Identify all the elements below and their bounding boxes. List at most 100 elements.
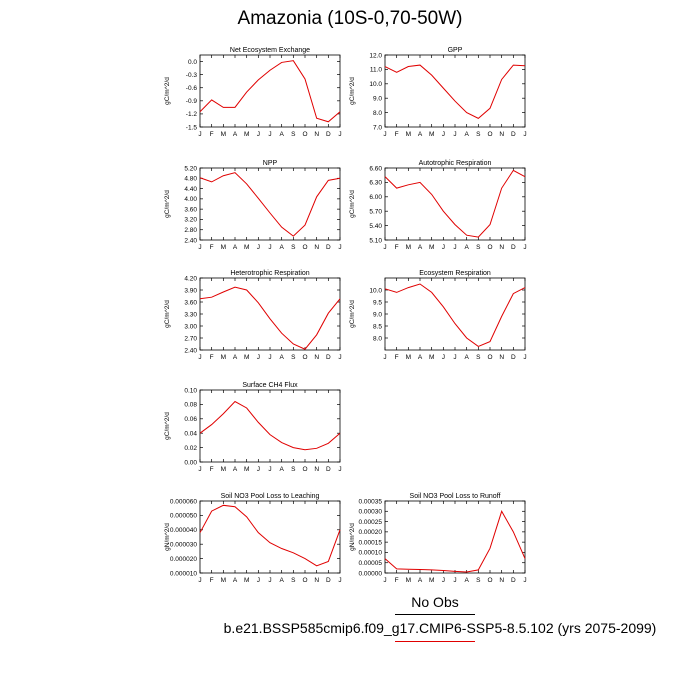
y-tick-label: 0.08: [184, 402, 197, 409]
x-tick-label: O: [302, 244, 307, 251]
x-tick-label: F: [210, 466, 214, 473]
y-tick-label: 6.30: [369, 180, 382, 187]
x-tick-label: A: [464, 577, 469, 584]
y-tick-label: 9.5: [373, 299, 382, 306]
y-tick-label: 7.0: [373, 124, 382, 131]
x-tick-label: J: [442, 131, 445, 138]
plot-frame: [384, 54, 526, 128]
x-tick-label: J: [338, 244, 341, 251]
plot-frame: [199, 389, 341, 463]
x-tick-label: A: [233, 354, 238, 361]
y-tick-label: 0.000010: [170, 570, 197, 577]
x-tick-label: A: [418, 244, 423, 251]
y-tick-label: 10.0: [369, 287, 382, 294]
x-tick-label: J: [442, 577, 445, 584]
x-tick-label: O: [487, 354, 492, 361]
y-tick-label: 9.0: [373, 311, 382, 318]
y-tick-label: 0.00: [184, 459, 197, 466]
x-tick-label: N: [499, 577, 504, 584]
x-tick-label: O: [302, 131, 307, 138]
y-tick-label: 3.90: [184, 287, 197, 294]
chart-svg: Ecosystem Respiration gC/m^2/d 10.0 9.5 9.0 8…: [349, 270, 527, 361]
x-tick-label: A: [418, 577, 423, 584]
y-tick-label: 4.20: [184, 275, 197, 282]
plot-frame: [199, 54, 341, 128]
x-tick-label: M: [244, 577, 249, 584]
chart-title: Ecosystem Respiration: [419, 270, 491, 277]
x-tick-label: M: [221, 466, 226, 473]
x-tick-label: J: [523, 244, 526, 251]
chart-svg: Soil NO3 Pool Loss to LeachinggN/m^2/d0.…: [164, 493, 342, 584]
panel-gpp: GPP gC/m^2/d 12.0 11.0 10.0 9.0 8.0 7.0 J F M A M J J A…: [340, 40, 530, 140]
x-tick-label: J: [257, 466, 260, 473]
panel-soil-no3-leaching: Soil NO3 Pool Loss to Leaching gN/m^2/d 0.…: [155, 486, 345, 586]
x-tick-label: S: [291, 354, 296, 361]
x-tick-label: O: [302, 466, 307, 473]
x-tick-label: N: [499, 131, 504, 138]
y-tick-label: 0.00005: [359, 560, 383, 567]
x-tick-label: M: [429, 354, 434, 361]
x-tick-label: J: [453, 244, 456, 251]
y-tick-label: 3.60: [184, 299, 197, 306]
panel-soil-no3-runoff: Soil NO3 Pool Loss to Runoff gN/m^2/d 0.00…: [340, 486, 530, 586]
chart-title: Soil NO3 Pool Loss to Runoff: [410, 493, 501, 500]
x-tick-label: J: [338, 131, 341, 138]
x-tick-label: A: [233, 244, 238, 251]
panel-npp: NPP gC/m^2/d 5.20 4.80 4.40 4.00 3.60 3.20 2.80 2…: [155, 153, 345, 253]
y-tick-label: 0.000060: [170, 498, 197, 505]
x-tick-label: D: [511, 577, 516, 584]
x-tick-label: J: [257, 577, 260, 584]
y-tick-label: -1.2: [186, 111, 198, 118]
y-tick-label: 2.70: [184, 335, 197, 342]
x-tick-label: A: [464, 354, 469, 361]
x-tick-label: A: [279, 354, 284, 361]
y-tick-label: 0.00020: [359, 529, 383, 536]
x-tick-label: N: [314, 466, 319, 473]
y-tick-label: -0.6: [186, 85, 198, 92]
x-tick-label: J: [523, 577, 526, 584]
x-tick-label: M: [244, 466, 249, 473]
y-tick-label: 0.000040: [170, 527, 197, 534]
y-tick-label: 11.0: [370, 67, 383, 74]
y-tick-label: 6.60: [369, 165, 382, 172]
x-tick-label: M: [406, 131, 411, 138]
x-tick-label: M: [429, 244, 434, 251]
x-tick-label: S: [291, 131, 296, 138]
y-axis-label: gC/m^2/d: [349, 77, 356, 105]
y-axis-label: gN/m^2/d: [164, 523, 171, 551]
x-tick-label: D: [326, 244, 331, 251]
y-tick-label: 0.06: [184, 416, 197, 423]
panel-surface-ch4-flux: Surface CH4 Flux gC/m^2/d 0.10 0.08 0.06 0.04…: [155, 375, 345, 475]
y-tick-label: 10.0: [369, 81, 382, 88]
plot-frame: [384, 500, 526, 574]
x-tick-label: D: [326, 577, 331, 584]
x-tick-label: O: [487, 131, 492, 138]
y-axis-label: gC/m^2/d: [349, 190, 356, 218]
series-line: [384, 169, 526, 238]
chart-svg: NPP gC/m^2/d 5.20 4.80 4.40 4.00 3.60 3.20 2.80 2…: [164, 160, 342, 251]
legend-obs-line: [395, 614, 475, 615]
y-tick-label: 0.00000: [359, 570, 383, 577]
y-axis-label: gN/m^2/d: [349, 523, 356, 551]
x-tick-label: J: [198, 466, 201, 473]
panel-autotrophic-respiration: Autotrophic Respiration gC/m^2/d 6.60 6.30 6…: [340, 153, 530, 253]
y-tick-label: 5.40: [369, 223, 382, 230]
x-tick-label: J: [383, 354, 386, 361]
chart-svg: Soil NO3 Pool Loss to RunoffgN/m^2/d0.00…: [349, 493, 527, 584]
x-tick-label: J: [198, 131, 201, 138]
x-tick-label: J: [338, 577, 341, 584]
y-tick-label: 0.00015: [359, 539, 383, 546]
x-tick-label: M: [429, 577, 434, 584]
y-tick-label: 5.70: [369, 209, 382, 216]
y-tick-label: 8.5: [373, 323, 382, 330]
series-line: [199, 504, 341, 567]
x-tick-label: J: [383, 577, 386, 584]
y-tick-label: 0.000050: [170, 513, 197, 520]
x-tick-label: N: [314, 131, 319, 138]
y-tick-label: 3.60: [184, 206, 197, 213]
plot-frame: [384, 167, 526, 241]
chart-title: GPP: [448, 47, 463, 54]
x-tick-label: D: [511, 354, 516, 361]
chart-title: Net Ecosystem Exchange: [230, 47, 310, 54]
y-axis-label: gC/m^2/d: [164, 190, 171, 218]
